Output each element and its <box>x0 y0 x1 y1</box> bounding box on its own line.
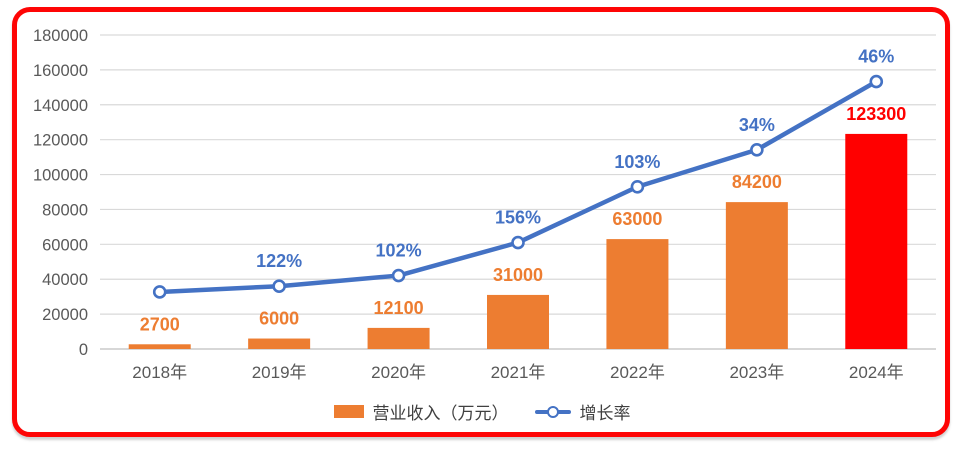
legend-item-growth-rate: 增长率 <box>534 399 631 424</box>
y-axis-tick-label: 160000 <box>33 62 88 80</box>
y-axis-tick-label: 100000 <box>33 167 88 185</box>
x-axis-label: 2018年 <box>132 363 187 382</box>
x-axis-label: 2022年 <box>610 363 665 382</box>
x-axis-label: 2019年 <box>252 363 307 382</box>
growth-rate-line-icon <box>534 405 571 419</box>
x-axis-label: 2023年 <box>729 363 784 382</box>
growth-rate-label: 46% <box>858 47 894 67</box>
bar-2023年 <box>725 202 788 349</box>
y-axis-tick-label: 80000 <box>42 201 88 219</box>
bar-value-label: 12100 <box>374 298 424 318</box>
legend-circle-marker <box>546 405 559 418</box>
growth-rate-label: 122% <box>256 251 302 271</box>
legend-item-revenue: 营业收入（万元） <box>333 399 509 424</box>
bar-value-label: 123300 <box>846 104 906 124</box>
line-marker <box>869 74 884 89</box>
bar-2019年 <box>248 338 311 349</box>
y-axis-tick-label: 60000 <box>42 236 88 254</box>
line-marker <box>152 285 167 299</box>
bar-2018年 <box>128 344 191 349</box>
red-border-frame <box>12 7 950 437</box>
bar-value-label: 2700 <box>140 314 180 334</box>
line-marker <box>391 268 406 283</box>
growth-rate-label: 156% <box>495 208 541 228</box>
y-axis-tick-label: 20000 <box>42 306 88 324</box>
chart-legend: 营业收入（万元） 增长率 <box>0 399 964 424</box>
bar-value-label: 63000 <box>612 209 662 229</box>
growth-rate-label: 34% <box>739 115 775 135</box>
bar-2024年 <box>845 133 908 349</box>
bar-value-label: 31000 <box>493 265 543 285</box>
bar-2022年 <box>606 239 669 349</box>
bar-2021年 <box>487 294 549 349</box>
x-axis-label: 2021年 <box>491 363 546 382</box>
line-marker <box>750 142 764 157</box>
revenue-bar-swatch-icon <box>333 405 364 418</box>
legend-label-revenue: 营业收入（万元） <box>372 404 509 423</box>
y-axis-tick-label: 0 <box>79 341 88 359</box>
line-marker <box>630 179 645 194</box>
line-marker <box>272 279 286 294</box>
bar-2020年 <box>367 327 430 349</box>
line-marker <box>511 235 525 250</box>
y-axis-tick-label: 40000 <box>42 271 88 289</box>
y-axis-tick-label: 140000 <box>33 97 88 115</box>
x-axis-label: 2024年 <box>849 363 904 382</box>
bar-value-label: 84200 <box>732 172 782 192</box>
legend-label-growth-rate: 增长率 <box>579 404 631 423</box>
x-axis-label: 2020年 <box>371 363 426 382</box>
bar-value-label: 6000 <box>259 309 299 329</box>
growth-rate-label: 102% <box>376 241 422 261</box>
y-axis-tick-label: 120000 <box>33 132 88 150</box>
growth-rate-label: 103% <box>614 152 660 172</box>
y-axis-tick-label: 180000 <box>33 27 88 45</box>
